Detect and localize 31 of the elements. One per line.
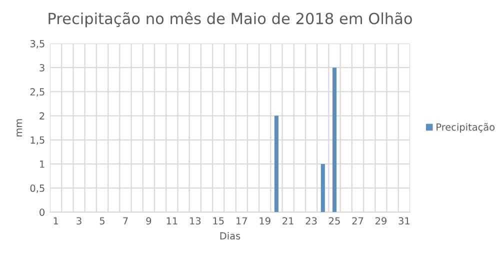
x-tick-label: 1 [54, 217, 58, 224]
x-tick-label: 13 [190, 217, 201, 225]
y-axis-title: mm [16, 119, 22, 136]
y-tick-label: 0,5 [30, 184, 44, 193]
x-tick-label: 25 [329, 217, 340, 225]
legend-label: Precipitação [436, 123, 495, 133]
y-tick-label: 2,5 [30, 88, 44, 97]
y-tick-label: 0 [40, 208, 44, 216]
x-tick-label: 29 [375, 217, 386, 225]
bar [274, 116, 278, 212]
x-tick-label: 3 [76, 217, 82, 225]
x-tick-label: 31 [398, 217, 410, 225]
x-tick-label: 17 [236, 217, 247, 224]
y-tick-label: 1 [40, 160, 44, 168]
x-tick-label: 15 [213, 217, 224, 225]
x-tick-label: 5 [100, 217, 104, 225]
x-tick-label: 21 [282, 217, 294, 224]
bar [320, 164, 325, 212]
x-tick-label: 11 [166, 217, 178, 224]
bar [332, 68, 337, 212]
chart-title: Precipitação no mês de Maio de 2018 em Olhão [48, 12, 412, 28]
x-tick-label: 27 [352, 217, 364, 224]
y-tick-label: 3,5 [30, 40, 44, 48]
x-tick-label: 23 [306, 217, 317, 225]
x-axis-title: Dias [220, 232, 240, 240]
x-tick-label: 19 [260, 217, 270, 225]
y-tick-label: 3 [40, 64, 44, 72]
x-tick-label: 9 [146, 217, 152, 225]
y-tick-label: 2 [40, 112, 44, 120]
x-tick-label: 7 [123, 217, 128, 224]
y-tick-label: 1,5 [30, 136, 44, 145]
